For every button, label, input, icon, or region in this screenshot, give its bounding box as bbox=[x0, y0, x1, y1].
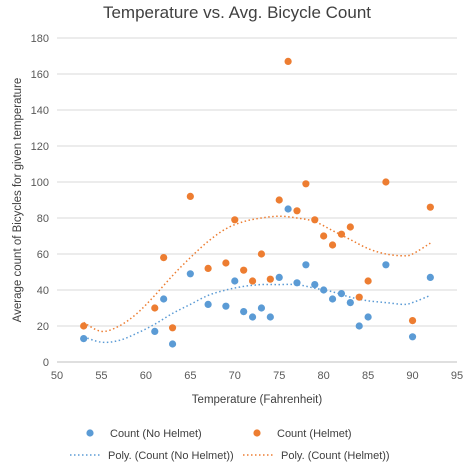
legend-item-0: Count (No Helmet) bbox=[86, 428, 202, 440]
data-point-series-0 bbox=[284, 205, 292, 213]
data-point-series-0 bbox=[302, 261, 310, 269]
data-point-series-1 bbox=[337, 230, 346, 238]
data-point-series-0 bbox=[382, 261, 390, 269]
data-point-series-1 bbox=[364, 277, 372, 285]
trendline-1 bbox=[83, 215, 431, 333]
data-point-series-1 bbox=[426, 203, 434, 211]
data-point-series-1 bbox=[346, 223, 354, 231]
data-point-series-0 bbox=[364, 313, 372, 321]
data-point-series-1 bbox=[240, 266, 248, 274]
data-point-series-1 bbox=[355, 293, 363, 301]
y-tick-labels: 0 20 40 60 80 100 120 140 160 180 bbox=[31, 33, 49, 369]
y-tick-label: 80 bbox=[37, 213, 49, 225]
trendlines bbox=[83, 215, 431, 344]
x-tick-label: 90 bbox=[406, 370, 418, 382]
chart-title: Temperature vs. Avg. Bicycle Count bbox=[103, 3, 371, 22]
data-point-series-0 bbox=[266, 313, 274, 321]
legend-item-3: Poly. (Count (Helmet)) bbox=[243, 450, 390, 462]
x-tick-label: 70 bbox=[229, 370, 241, 382]
y-tick-label: 0 bbox=[43, 357, 49, 369]
data-point-series-1 bbox=[284, 57, 292, 65]
data-point-series-0 bbox=[346, 299, 354, 307]
trendline-0 bbox=[83, 283, 431, 344]
data-point-series-1 bbox=[266, 275, 274, 283]
data-point-series-1 bbox=[80, 322, 88, 330]
legend-label: Count (No Helmet) bbox=[110, 428, 202, 440]
y-axis-label: Average count of Bicycles for given temp… bbox=[12, 78, 24, 323]
data-point-series-1 bbox=[293, 207, 301, 215]
legend: Count (No Helmet) Count (Helmet) Poly. (Co… bbox=[70, 428, 390, 462]
x-tick-label: 65 bbox=[184, 370, 196, 382]
y-tick-label: 140 bbox=[31, 105, 49, 117]
data-point-series-1 bbox=[248, 277, 257, 285]
x-tick-label: 75 bbox=[273, 370, 285, 382]
data-point-series-1 bbox=[204, 264, 212, 272]
legend-label: Poly. (Count (No Helmet)) bbox=[108, 450, 234, 462]
data-point-series-1 bbox=[320, 232, 328, 240]
data-point-series-1 bbox=[151, 304, 159, 312]
x-axis-label: Temperature (Fahrenheit) bbox=[192, 394, 323, 406]
data-points bbox=[80, 57, 434, 348]
legend-item-1: Count (Helmet) bbox=[253, 428, 352, 440]
data-point-series-0 bbox=[160, 295, 168, 303]
y-tick-label: 40 bbox=[37, 285, 49, 297]
gridlines bbox=[57, 37, 457, 327]
legend-item-2: Poly. (Count (No Helmet)) bbox=[70, 450, 234, 462]
y-tick-label: 180 bbox=[31, 33, 49, 45]
data-point-series-1 bbox=[186, 192, 194, 200]
data-point-series-0 bbox=[186, 270, 194, 278]
x-tick-label: 80 bbox=[318, 370, 330, 382]
data-point-series-1 bbox=[231, 216, 239, 224]
y-tick-label: 120 bbox=[31, 141, 49, 153]
x-tick-label: 95 bbox=[451, 370, 463, 382]
data-point-series-0 bbox=[408, 333, 417, 341]
data-point-series-0 bbox=[337, 290, 346, 298]
legend-marker bbox=[253, 429, 261, 437]
data-point-series-0 bbox=[275, 273, 283, 281]
x-tick-label: 60 bbox=[140, 370, 152, 382]
data-point-series-1 bbox=[168, 324, 177, 332]
data-point-series-1 bbox=[222, 259, 230, 267]
x-tick-label: 85 bbox=[362, 370, 374, 382]
data-point-series-0 bbox=[231, 277, 239, 285]
x-tick-label: 50 bbox=[51, 370, 63, 382]
data-point-series-0 bbox=[355, 322, 363, 330]
data-point-series-0 bbox=[248, 313, 257, 321]
x-tick-labels: 50 55 60 65 70 75 80 85 90 95 bbox=[51, 370, 463, 382]
x-tick-label: 55 bbox=[95, 370, 107, 382]
data-point-series-0 bbox=[328, 295, 337, 303]
data-point-series-0 bbox=[257, 304, 266, 312]
y-tick-label: 20 bbox=[37, 321, 49, 333]
data-point-series-0 bbox=[168, 340, 177, 348]
data-point-series-0 bbox=[80, 335, 88, 343]
data-point-series-1 bbox=[160, 254, 168, 262]
data-point-series-1 bbox=[382, 178, 390, 186]
y-tick-label: 100 bbox=[31, 177, 49, 189]
y-tick-label: 60 bbox=[37, 249, 49, 261]
data-point-series-1 bbox=[275, 196, 283, 204]
data-point-series-1 bbox=[302, 180, 310, 188]
data-point-series-0 bbox=[320, 286, 328, 294]
data-point-series-0 bbox=[426, 273, 434, 281]
data-point-series-0 bbox=[151, 327, 159, 335]
legend-label: Count (Helmet) bbox=[277, 428, 352, 440]
data-point-series-0 bbox=[293, 279, 301, 287]
data-point-series-1 bbox=[257, 250, 266, 258]
legend-label: Poly. (Count (Helmet)) bbox=[281, 450, 390, 462]
data-point-series-1 bbox=[408, 317, 417, 325]
y-tick-label: 160 bbox=[31, 69, 49, 81]
data-point-series-1 bbox=[328, 241, 337, 249]
data-point-series-0 bbox=[311, 281, 319, 289]
data-point-series-0 bbox=[204, 300, 212, 308]
data-point-series-0 bbox=[222, 302, 230, 310]
legend-marker bbox=[86, 429, 94, 437]
data-point-series-1 bbox=[311, 216, 319, 224]
data-point-series-0 bbox=[240, 308, 248, 316]
